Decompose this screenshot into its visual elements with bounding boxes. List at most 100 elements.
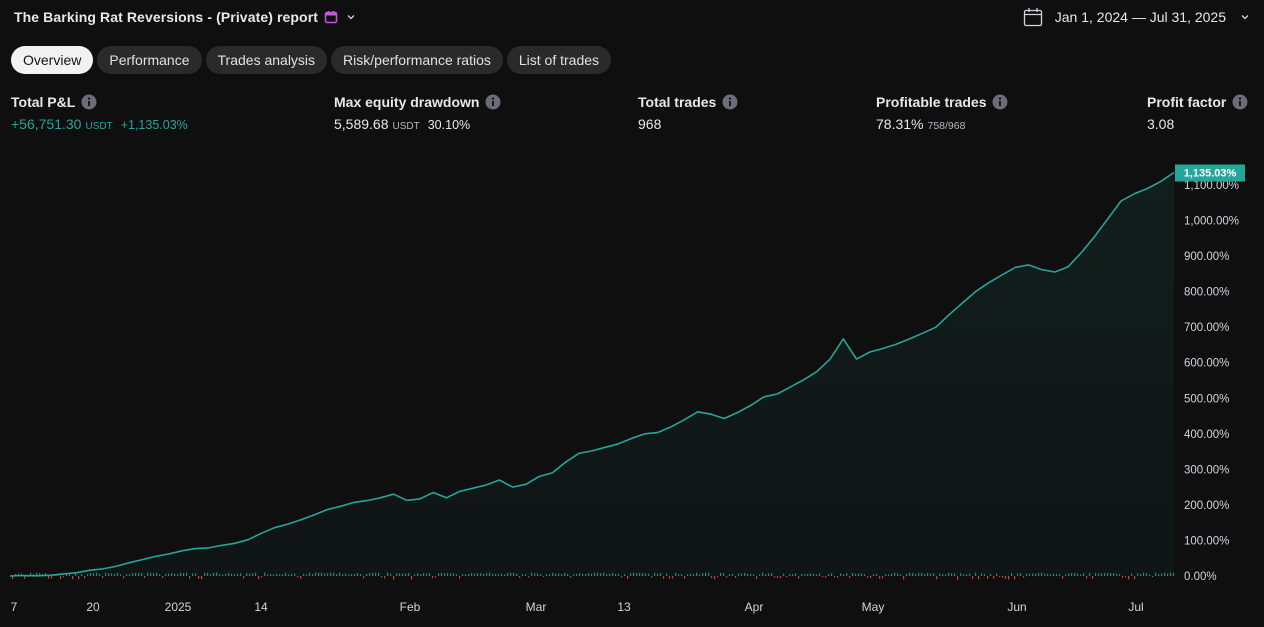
x-axis-tick-label: Mar (526, 600, 547, 614)
metric-label: Total P&L (11, 94, 76, 110)
metric-total-pl: Total P&L +56,751.30 USDT +1,135.03% (11, 94, 188, 132)
trade-bar-win (39, 573, 41, 576)
trade-bar-loss (879, 576, 881, 579)
report-tabs: Overview Performance Trades analysis Ris… (11, 46, 612, 74)
trade-bar-loss (1128, 576, 1130, 580)
trade-bar-loss (651, 576, 653, 578)
tab-list-of-trades[interactable]: List of trades (506, 46, 612, 74)
trade-bar-loss (261, 576, 263, 578)
x-axis-tick-label: Apr (745, 600, 764, 614)
trade-bar-loss (27, 576, 29, 578)
trade-bar-loss (882, 576, 884, 579)
equity-line (9, 171, 1175, 577)
trade-bar-loss (72, 576, 74, 580)
trade-bar-loss (735, 576, 737, 578)
info-icon[interactable] (992, 94, 1008, 110)
info-icon[interactable] (81, 94, 97, 110)
trade-bar-loss (51, 576, 53, 579)
trade-bar-loss (978, 576, 980, 580)
profit-factor-value: 3.08 (1147, 116, 1175, 132)
report-title: The Barking Rat Reversions - (Private) r… (14, 9, 319, 25)
info-icon[interactable] (1232, 94, 1248, 110)
x-axis-tick-label: 2025 (165, 600, 192, 614)
metric-max-drawdown: Max equity drawdown 5,589.68 USDT 30.10% (334, 94, 501, 132)
metric-profit-factor: Profit factor 3.08 (1147, 94, 1248, 132)
trade-bar-loss (849, 576, 851, 579)
trade-bar-loss (432, 576, 434, 579)
trade-bar-loss (300, 576, 302, 579)
trade-bar-loss (684, 576, 686, 579)
total-pl-unit: USDT (85, 121, 113, 132)
trade-bar-loss (627, 576, 629, 579)
tab-risk-performance-ratios[interactable]: Risk/performance ratios (331, 46, 503, 74)
trade-bar-loss (957, 576, 959, 580)
trade-bar-loss (363, 576, 365, 579)
tab-overview[interactable]: Overview (11, 46, 94, 74)
x-axis-tick-label: 13 (617, 600, 631, 614)
trade-bar-loss (663, 576, 665, 579)
date-range-picker[interactable]: Jan 1, 2024 — Jul 31, 2025 (1023, 7, 1250, 27)
trade-bar-loss (78, 576, 80, 580)
trade-bar-loss (258, 576, 260, 580)
y-axis-tick-label: 0.00% (1184, 571, 1217, 583)
report-title-dropdown[interactable]: The Barking Rat Reversions - (Private) r… (14, 9, 356, 25)
trade-bar-loss (1134, 576, 1136, 580)
y-axis-tick-label: 400.00% (1184, 429, 1229, 441)
metric-label: Max equity drawdown (334, 94, 480, 110)
metric-label: Profitable trades (876, 94, 987, 110)
metric-total-trades: Total trades 968 (638, 94, 738, 132)
y-axis-tick-label: 900.00% (1184, 251, 1229, 263)
trade-bar-loss (837, 576, 839, 578)
tab-performance[interactable]: Performance (97, 46, 202, 74)
equity-chart-svg: 0.00% 100.00% 200.00% 300.00% 400.00% 500.00%… (9, 156, 1264, 614)
trade-bar-loss (1002, 576, 1004, 578)
trade-bar-loss (1023, 576, 1025, 578)
trade-bar-loss (198, 576, 200, 579)
trade-bar-loss (714, 576, 716, 580)
last-value-text: 1,135.03% (1184, 167, 1237, 179)
trade-bar-win (30, 572, 32, 576)
trade-bar-loss (528, 576, 530, 578)
trade-bar-loss (243, 576, 245, 579)
trade-bar-loss (999, 576, 1001, 578)
trade-bar-loss (786, 576, 788, 578)
trade-bar-loss (903, 576, 905, 580)
trade-bar-loss (834, 576, 836, 578)
equity-chart[interactable]: 0.00% 100.00% 200.00% 300.00% 400.00% 500.00%… (0, 156, 1264, 627)
x-axis-tick-label: 7 (11, 600, 18, 614)
metric-label: Total trades (638, 94, 717, 110)
x-axis-tick-label: Feb (400, 600, 421, 614)
trade-bar-loss (1086, 576, 1088, 579)
trade-bar-loss (777, 576, 779, 579)
tab-trades-analysis[interactable]: Trades analysis (205, 46, 328, 74)
trade-bar-loss (162, 576, 164, 578)
trade-bar-loss (1122, 576, 1124, 578)
x-axis: 7 20 2025 14 Feb Mar 13 Apr May Jun Jul (11, 600, 1144, 614)
trade-bar-loss (435, 576, 437, 578)
x-axis-tick-label: 14 (254, 600, 268, 614)
x-axis-tick-label: Jun (1007, 600, 1026, 614)
y-axis-tick-label: 500.00% (1184, 393, 1229, 405)
total-pl-value: +56,751.30 (11, 116, 82, 132)
info-icon[interactable] (485, 94, 501, 110)
y-axis-panel (1174, 156, 1264, 598)
max-drawdown-value: 5,589.68 (334, 116, 389, 132)
last-value-badge (1175, 164, 1245, 182)
trade-bar-loss (393, 576, 395, 580)
trade-bar-loss (60, 576, 62, 580)
info-icon[interactable] (722, 94, 738, 110)
trade-bar-loss (12, 576, 14, 580)
trade-bar-win (36, 572, 38, 576)
trade-bar-loss (1008, 576, 1010, 580)
y-axis-tick-label: 1,100.00% (1184, 180, 1239, 192)
trade-bar-loss (672, 576, 674, 579)
trade-bar-loss (936, 576, 938, 580)
trade-bar-loss (543, 576, 545, 578)
x-axis-tick-label: 20 (86, 600, 100, 614)
trade-bar-loss (1005, 576, 1007, 579)
trade-bar-loss (1092, 576, 1094, 579)
trade-bar-loss (1152, 576, 1154, 578)
trade-bar-win (15, 573, 17, 576)
trade-bar-loss (711, 576, 713, 579)
trade-bar-loss (972, 576, 974, 580)
